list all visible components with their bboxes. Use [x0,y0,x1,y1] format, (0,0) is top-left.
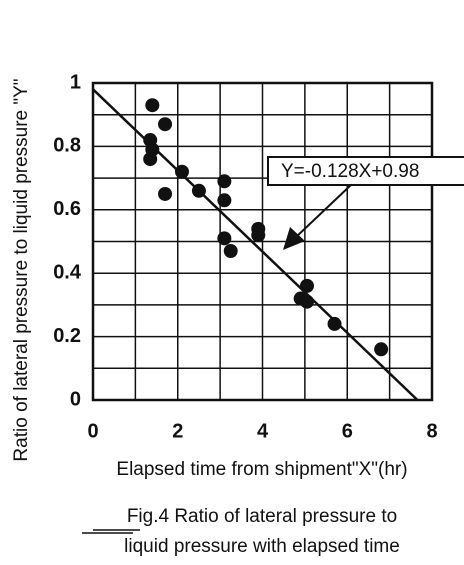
point [217,193,232,208]
annotation-text: Y=-0.128X+0.98 [281,161,419,182]
y-tick-label: 1 [70,71,81,93]
point [223,244,238,259]
point [158,117,173,132]
y-tick-label: 0.2 [53,325,81,347]
x-tick-label: 4 [257,420,269,442]
y-axis-label: Ratio of lateral pressure to liquid pres… [11,78,32,461]
point [217,174,232,189]
point [143,152,158,167]
point [174,164,189,179]
point [299,294,314,309]
plot-frame [91,81,434,402]
point [374,342,389,357]
caption-line: liquid pressure with elapsed time [124,536,400,557]
y-tick-label: 0.4 [53,261,82,283]
x-axis-label: Elapsed time from shipment"X"(hr) [116,459,407,480]
y-tick-label: 0.8 [53,135,81,157]
point [158,186,173,201]
point [145,98,160,113]
point [217,231,232,246]
x-tick-label: 6 [342,420,353,442]
y-tick-label: 0.6 [53,198,81,220]
caption-line: Fig.4 Ratio of lateral pressure to [127,506,397,527]
annotation-arrow [294,183,353,239]
x-tick-label: 2 [172,420,183,442]
x-tick-label: 8 [426,420,437,442]
annotation-box [267,156,464,186]
x-tick-label: 0 [87,420,98,442]
y-tick-label: 0 [70,388,81,410]
arrow-head [283,227,305,250]
fit-line [92,88,419,401]
point [251,228,266,243]
point [327,316,342,331]
